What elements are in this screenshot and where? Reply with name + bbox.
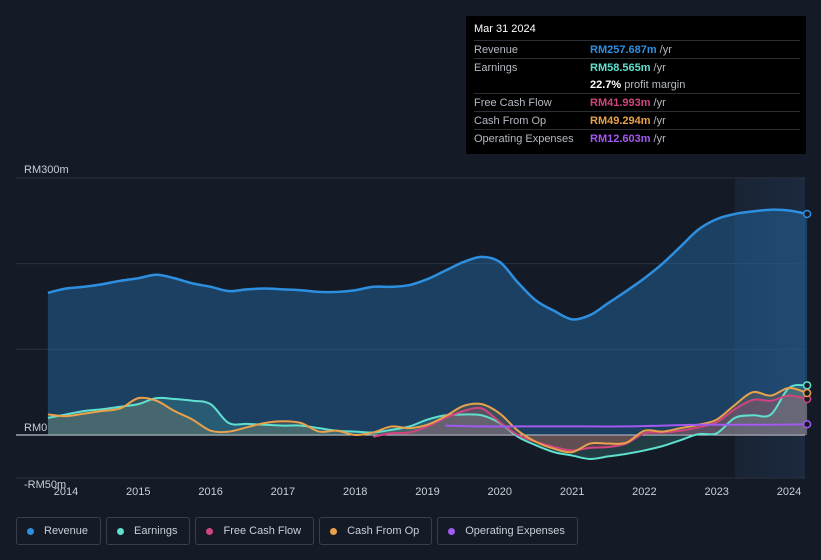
x-tick-label: 2021 [560,486,584,498]
tooltip-row-operating-expenses: Operating Expenses RM12.603m /yr [474,129,800,147]
tooltip-value: RM41.993m [590,96,651,109]
x-tick-label: 2022 [632,486,656,498]
x-tick-label: 2024 [777,486,801,498]
legend-label: Operating Expenses [465,525,565,537]
tooltip-label: Cash From Op [474,114,547,127]
series-line-cash-from-op [47,386,808,454]
series-lines [47,208,808,460]
tooltip-label: Free Cash Flow [474,96,552,109]
end-point-cash-from-op [802,388,812,398]
legend-dot-icon [206,527,214,535]
legend-item-free-cash-flow[interactable]: Free Cash Flow [195,517,315,545]
x-tick-label: 2018 [343,486,367,498]
series-line-operating-expenses [445,423,808,428]
tooltip-unit: /yr [653,114,666,127]
tooltip-value: RM12.603m [590,132,651,145]
tooltip-unit: /yr [653,61,666,74]
x-tick-label: 2017 [271,486,295,498]
legend-dot-icon [117,527,125,535]
x-tick-label: 2023 [704,486,728,498]
series-area-revenue [47,209,808,435]
series-area-cash-from-op [47,387,808,453]
tooltip-label: Earnings [474,61,518,74]
x-tick-label: 2019 [415,486,439,498]
tooltip-value: RM257.687m [590,43,657,56]
series-line-free-cash-flow [373,394,808,452]
tooltip-row-profit-margin: 22.7% profit margin [474,76,800,93]
tooltip-value: RM49.294m [590,114,651,127]
tooltip-value: RM58.565m [590,61,651,74]
legend-dot-icon [330,527,338,535]
end-point-earnings [802,381,812,390]
legend-item-operating-expenses[interactable]: Operating Expenses [437,517,578,545]
y-axis-labels: RM300m RM0 -RM50m [24,164,69,491]
tooltip-unit: /yr [653,96,666,109]
legend-item-cash-from-op[interactable]: Cash From Op [319,517,433,545]
y-tick-label: -RM50m [24,479,66,491]
tooltip-value: 22.7% [590,78,622,91]
gridlines [16,177,805,479]
tooltip-unit: /yr [653,132,666,145]
x-axis-labels: 2014 2015 2016 2017 2018 2019 2020 2021 2022 2023… [54,486,801,498]
legend-dot-icon [448,527,456,535]
data-tooltip: Mar 31 2024 Revenue RM257.687m /yr Earni… [466,16,806,154]
tooltip-row-free-cash-flow: Free Cash Flow RM41.993m /yr [474,93,800,111]
end-markers [802,209,812,429]
x-tick-label: 2016 [198,486,222,498]
tooltip-unit: /yr [659,43,672,56]
tooltip-row-earnings: Earnings RM58.565m /yr [474,58,800,76]
legend-label: Free Cash Flow [223,525,302,537]
x-tick-label: 2015 [126,486,150,498]
series-line-earnings [47,383,808,460]
y-tick-label: RM300m [24,164,69,176]
legend-label: Earnings [134,525,178,537]
end-point-operating-expenses [802,419,812,429]
legend-label: Revenue [44,525,89,537]
x-tick-label: 2014 [54,486,78,498]
legend-dot-icon [27,527,34,535]
tooltip-row-cash-from-op: Cash From Op RM49.294m /yr [474,111,800,129]
legend-label: Cash From Op [347,525,420,537]
y-tick-label: RM0 [24,422,47,434]
chart-legend: Revenue Earnings Free Cash Flow Cash Fro… [16,517,578,545]
legend-item-earnings[interactable]: Earnings [106,517,191,545]
x-tick-label: 2020 [488,486,512,498]
tooltip-row-revenue: Revenue RM257.687m /yr [474,40,800,58]
series-area-earnings [47,384,808,459]
end-point-revenue [802,209,812,219]
legend-item-revenue[interactable]: Revenue [16,517,102,545]
forecast-region [734,178,805,478]
tooltip-date: Mar 31 2024 [474,23,536,35]
tooltip-label: Operating Expenses [474,132,574,145]
tooltip-unit: profit margin [624,78,686,91]
series-fills [47,209,808,459]
tooltip-label: Revenue [474,43,519,56]
series-line-revenue [47,208,808,321]
